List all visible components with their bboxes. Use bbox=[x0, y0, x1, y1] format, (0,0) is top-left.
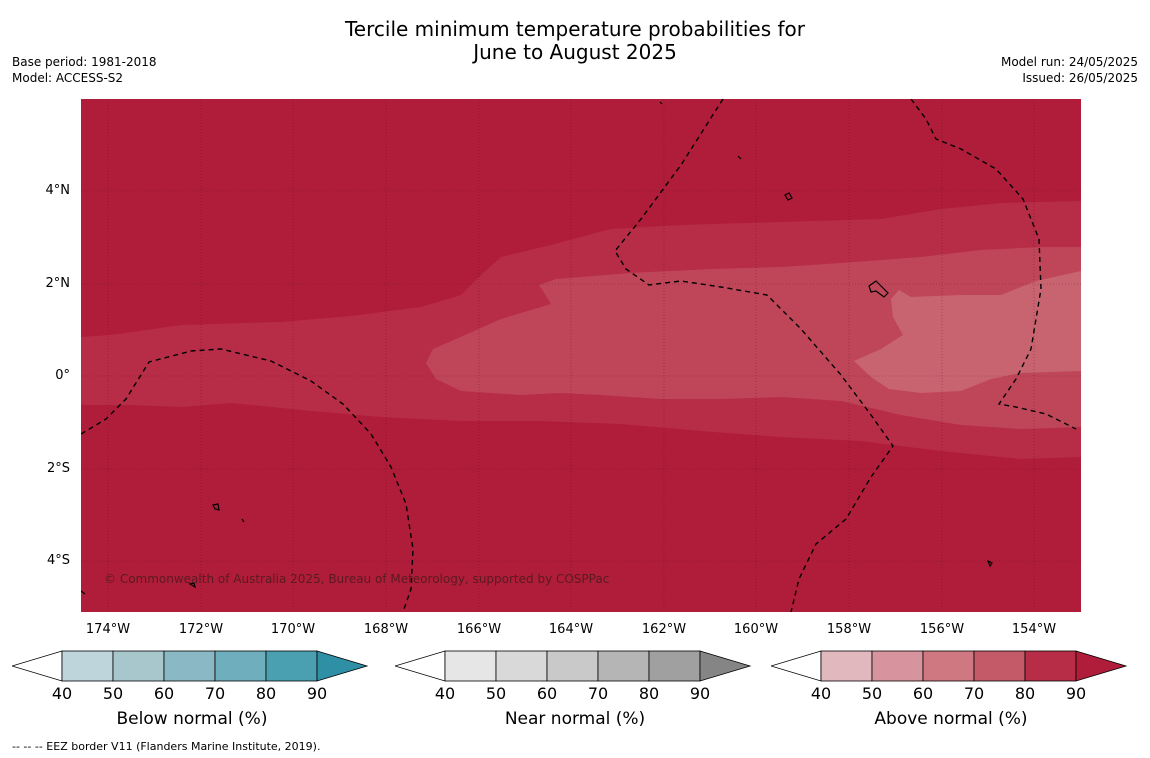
colorbar-high-extend bbox=[699, 650, 752, 682]
colorbar-tick-label: 50 bbox=[102, 684, 124, 703]
colorbar-tick-label: 50 bbox=[861, 684, 883, 703]
islands bbox=[81, 101, 993, 595]
base-period: Base period: 1981-2018 bbox=[12, 55, 157, 69]
colorbar-tick-label: 70 bbox=[963, 684, 985, 703]
colorbar bbox=[395, 650, 752, 682]
colorbar-tick-label: 40 bbox=[810, 684, 832, 703]
copyright-notice: © Commonwealth of Australia 2025, Bureau… bbox=[104, 572, 610, 586]
colorbar-tick-label: 50 bbox=[485, 684, 507, 703]
latitude-label: 4°S bbox=[46, 553, 70, 568]
model-run: Model run: 24/05/2025 bbox=[1000, 55, 1138, 69]
longitude-label: 160°W bbox=[733, 622, 779, 637]
colorbar-segment bbox=[597, 650, 650, 682]
colorbar-segment bbox=[163, 650, 216, 682]
meta-left: Base period: 1981-2018 Model: ACCESS-S2 bbox=[12, 54, 157, 86]
latitude-label: 2°S bbox=[46, 461, 70, 476]
colorbar-segment bbox=[546, 650, 599, 682]
colorbar-low-extend bbox=[395, 650, 446, 682]
colorbar-segment bbox=[648, 650, 701, 682]
colorbar-segment bbox=[61, 650, 114, 682]
colorbar-title: Below normal (%) bbox=[116, 709, 268, 729]
model-name: Model: ACCESS-S2 bbox=[12, 71, 124, 85]
probability-map bbox=[81, 99, 1081, 612]
colorbar-tick-label: 90 bbox=[689, 684, 711, 703]
colorbar-tick-label: 60 bbox=[153, 684, 175, 703]
colorbar-segment bbox=[112, 650, 165, 682]
colorbar-tick-label: 80 bbox=[255, 684, 277, 703]
colorbar bbox=[12, 650, 369, 682]
latitude-label: 4°N bbox=[45, 183, 71, 198]
eez-border bbox=[81, 99, 1077, 612]
colorbar-segment bbox=[922, 650, 975, 682]
colorbar-segment bbox=[214, 650, 267, 682]
chart-title: Tercile minimum temperature probabilitie… bbox=[0, 18, 1150, 64]
colorbar-tick-label: 40 bbox=[434, 684, 456, 703]
colorbar-low-extend bbox=[12, 650, 63, 682]
latitude-label: 0° bbox=[55, 368, 70, 383]
colorbar-tick-label: 80 bbox=[638, 684, 660, 703]
colorbar-segment bbox=[871, 650, 924, 682]
colorbar bbox=[771, 650, 1128, 682]
colorbar-low-extend bbox=[771, 650, 822, 682]
colorbar-tick-label: 40 bbox=[51, 684, 73, 703]
colorbar-tick-label: 80 bbox=[1014, 684, 1036, 703]
longitude-label: 168°W bbox=[363, 622, 409, 637]
longitude-label: 154°W bbox=[1011, 622, 1057, 637]
colorbar-tick-label: 60 bbox=[912, 684, 934, 703]
colorbar-tick-label: 70 bbox=[204, 684, 226, 703]
colorbar-high-extend bbox=[1075, 650, 1128, 682]
colorbar-tick-label: 90 bbox=[306, 684, 328, 703]
colorbar-high-extend bbox=[316, 650, 369, 682]
longitude-label: 166°W bbox=[456, 622, 502, 637]
colorbar-tick-label: 70 bbox=[587, 684, 609, 703]
title-line-1: Tercile minimum temperature probabilitie… bbox=[344, 17, 806, 41]
colorbar-segment bbox=[820, 650, 873, 682]
longitude-label: 164°W bbox=[548, 622, 594, 637]
colorbar-segment bbox=[1024, 650, 1077, 682]
colorbar-segment bbox=[973, 650, 1026, 682]
longitude-label: 174°W bbox=[85, 622, 131, 637]
longitude-label: 172°W bbox=[178, 622, 224, 637]
meta-right: Model run: 24/05/2025 Issued: 26/05/2025 bbox=[1001, 54, 1138, 86]
longitude-label: 158°W bbox=[826, 622, 872, 637]
eez-footnote: -- -- -- EEZ border V11 (Flanders Marine… bbox=[12, 740, 321, 753]
longitude-label: 162°W bbox=[641, 622, 687, 637]
colorbar-title: Near normal (%) bbox=[504, 709, 646, 729]
colorbar-title: Above normal (%) bbox=[874, 709, 1028, 729]
colorbar-tick-label: 60 bbox=[536, 684, 558, 703]
longitude-label: 170°W bbox=[270, 622, 316, 637]
colorbar-segment bbox=[444, 650, 497, 682]
title-line-2: June to August 2025 bbox=[473, 40, 677, 64]
latitude-label: 2°N bbox=[45, 276, 71, 291]
colorbar-tick-label: 90 bbox=[1065, 684, 1087, 703]
colorbar-segment bbox=[265, 650, 318, 682]
longitude-label: 156°W bbox=[919, 622, 965, 637]
colorbar-segment bbox=[495, 650, 548, 682]
issued-date: Issued: 26/05/2025 bbox=[1022, 71, 1138, 85]
